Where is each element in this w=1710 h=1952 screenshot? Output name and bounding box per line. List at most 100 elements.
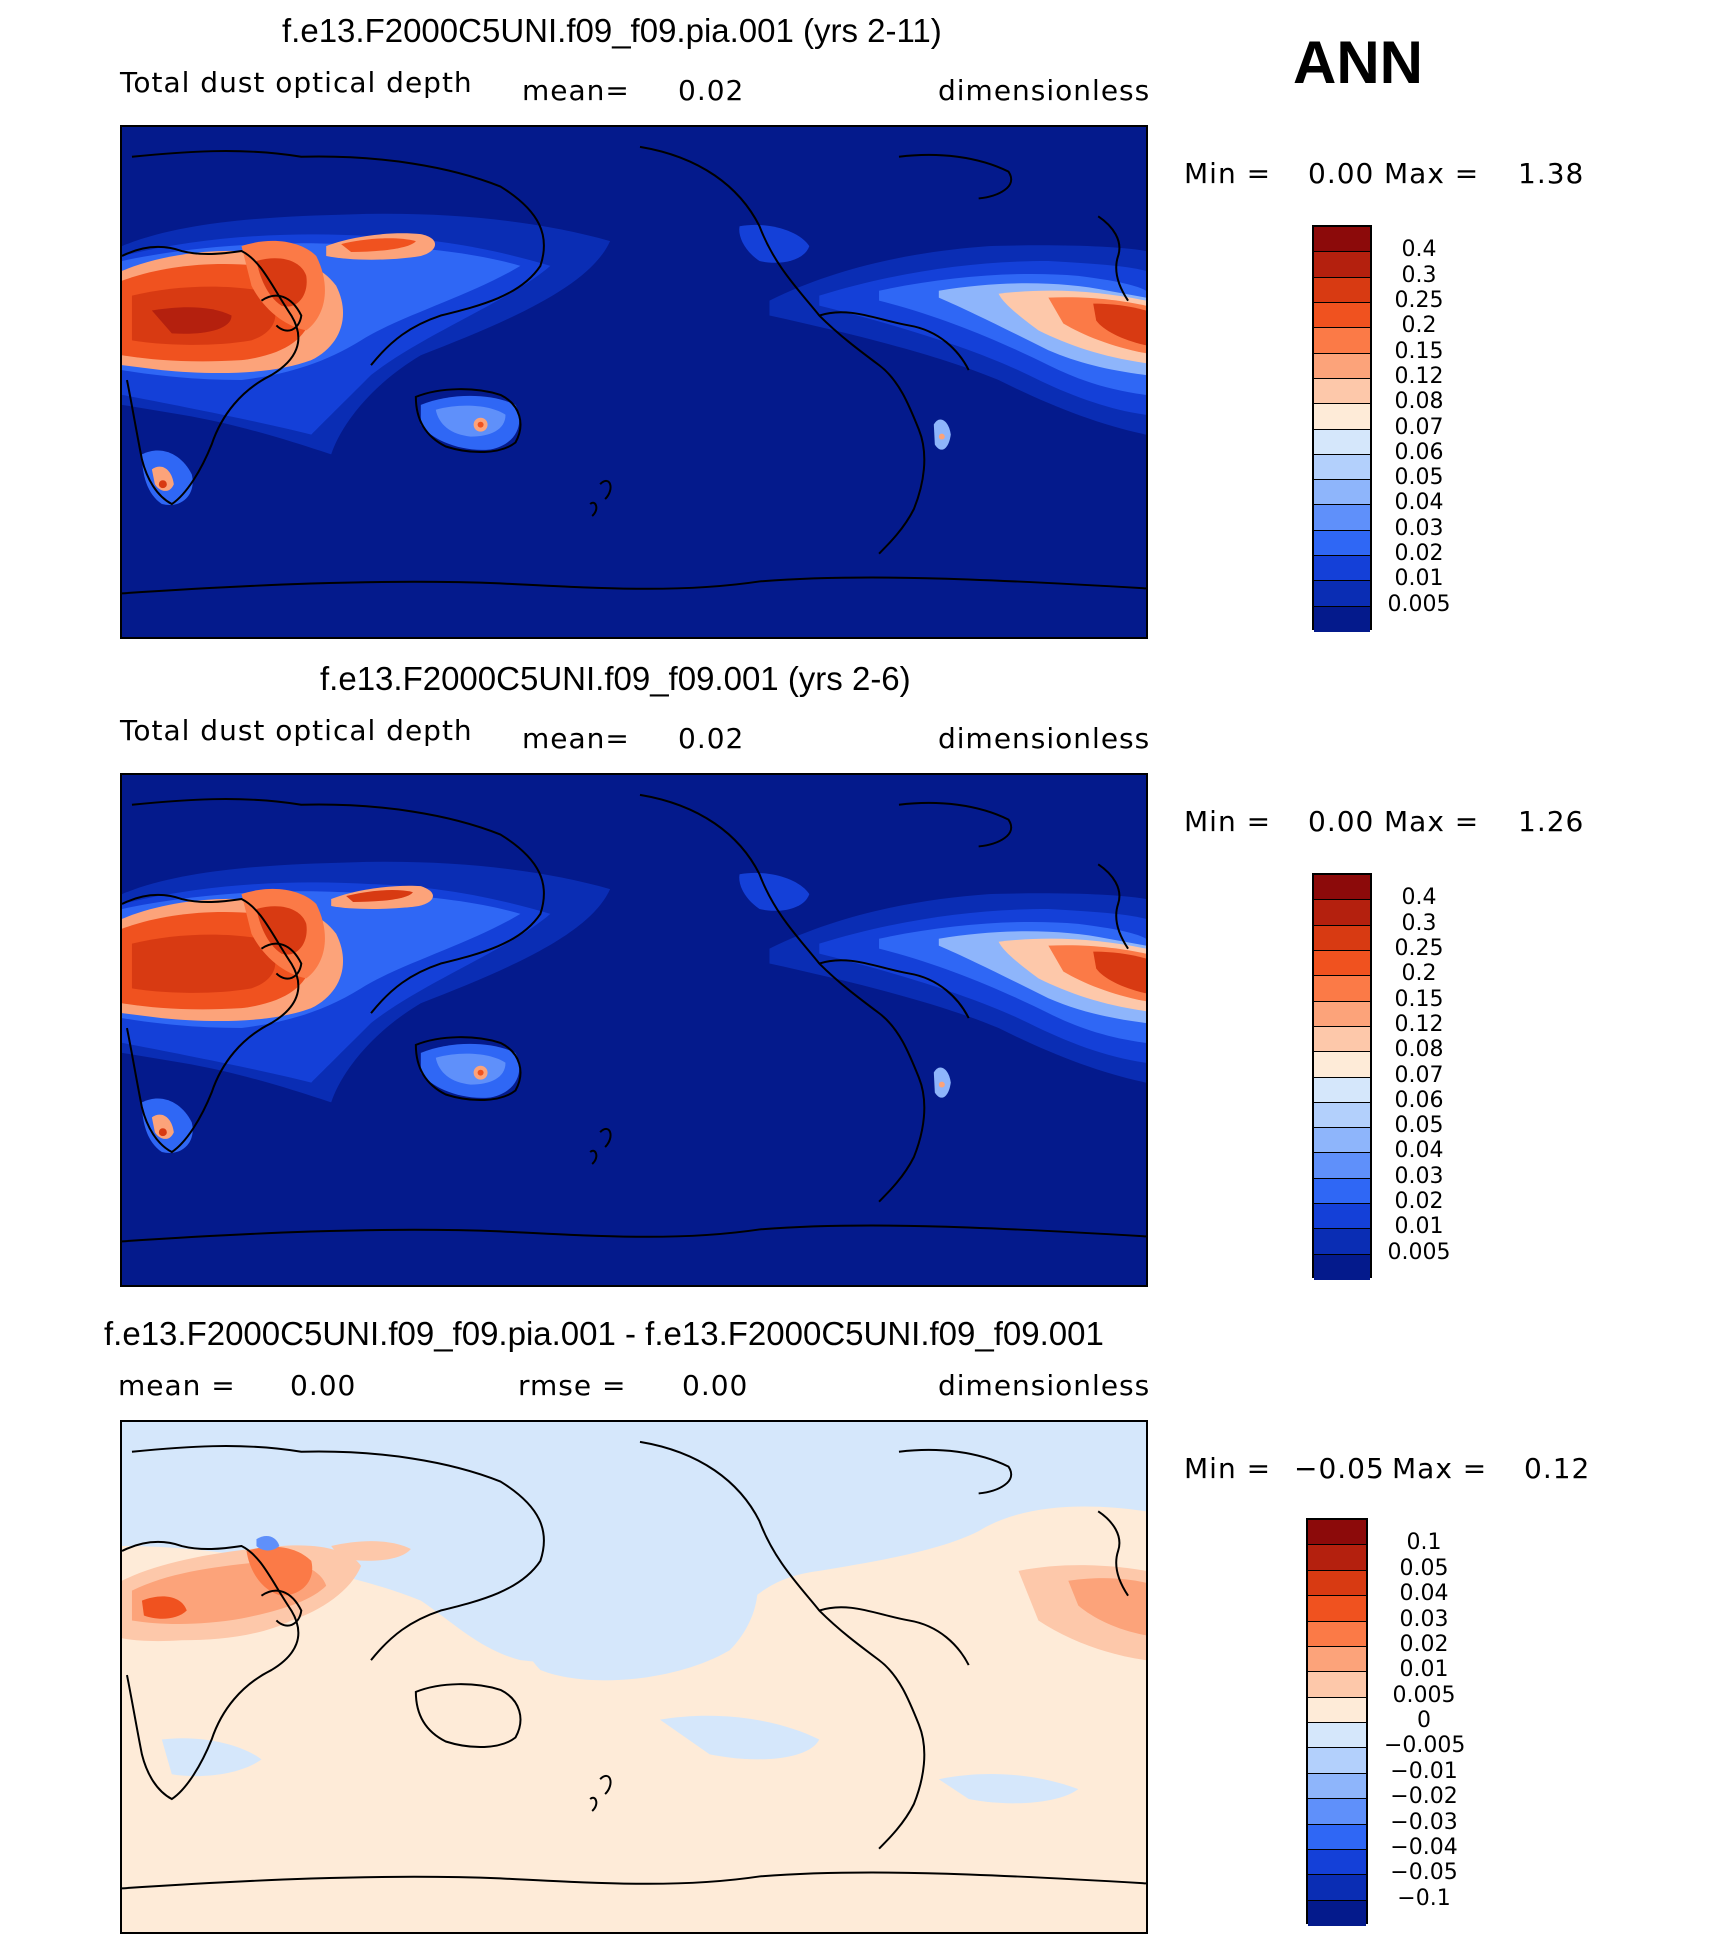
colorbar-tick-label: −0.04 [1390,1834,1458,1860]
panel3-colorbar [1306,1518,1368,1926]
panel2-max-label: Max = [1384,805,1480,838]
colorbar-tick-label: 0.01 [1394,566,1444,592]
colorbar-segment [1314,1102,1370,1129]
colorbar-tick-label: 0.03 [1394,1163,1444,1189]
colorbar-tick-label: 0 [1417,1708,1431,1733]
panel1-mean-label: mean= [522,74,630,107]
colorbar-tick-label: 0.02 [1399,1631,1449,1657]
colorbar-tick-label: −0.05 [1390,1860,1458,1886]
colorbar-tick-label: 0.4 [1401,885,1437,911]
colorbar-segment [1308,1799,1366,1825]
colorbar-segment [1308,1723,1366,1749]
colorbar-segment [1314,556,1370,582]
colorbar-segment [1314,429,1370,455]
colorbar-segment [1308,1621,1366,1647]
panel2-min-label: Min = [1184,805,1272,838]
colorbar-tick-label: 0.06 [1394,439,1444,465]
colorbar-tick-label: 0.005 [1392,1682,1456,1708]
panel3-min-label: Min = [1184,1452,1272,1485]
colorbar-tick-label: 0.005 [1387,591,1451,617]
colorbar-segment [1314,227,1370,253]
panel3-units: dimensionless [938,1369,1151,1402]
colorbar-tick-label: 0.2 [1401,961,1437,987]
colorbar-segment [1314,900,1370,926]
panel2-mean-label: mean= [522,722,630,755]
colorbar-segment [1314,454,1370,481]
colorbar-segment [1314,581,1370,607]
colorbar-tick-label: 0.05 [1394,1113,1444,1139]
colorbar-tick-label: 0.3 [1401,262,1437,288]
colorbar-tick-label: 0.04 [1394,490,1444,516]
colorbar-tick-label: 0.1 [1406,1530,1442,1556]
colorbar-segment [1314,1153,1370,1179]
colorbar-segment [1314,1178,1370,1205]
colorbar-segment [1314,1229,1370,1255]
panel3-mean-label: mean = [118,1369,236,1402]
colorbar-tick-label: 0.08 [1394,1037,1444,1063]
colorbar-tick-label: 0.03 [1394,515,1444,541]
colorbar-segment [1314,606,1370,632]
colorbar-tick-label: −0.02 [1390,1784,1458,1810]
colorbar-tick-label: −0.01 [1390,1758,1458,1784]
panel3-map [120,1420,1148,1934]
panel1-units: dimensionless [938,74,1151,107]
colorbar-segment [1308,1520,1366,1546]
colorbar-segment [1314,1001,1370,1027]
colorbar-tick-label: 0.15 [1394,338,1444,364]
colorbar-segment [1308,1849,1366,1876]
colorbar-segment [1314,378,1370,405]
colorbar-tick-label: 0.01 [1394,1214,1444,1240]
colorbar-tick-label: 0.02 [1394,541,1444,567]
colorbar-tick-label: 0.04 [1394,1138,1444,1164]
panel3-title: f.e13.F2000C5UNI.f09_f09.pia.001 - f.e13… [104,1315,1104,1352]
colorbar-tick-label: 0.01 [1399,1657,1449,1683]
colorbar-tick-label: 0.4 [1401,237,1437,263]
panel3-mean-value: 0.00 [290,1369,357,1402]
panel1-max-label: Max = [1384,157,1480,190]
colorbar-segment [1314,277,1370,303]
colorbar-segment [1314,875,1370,901]
colorbar-segment [1314,1128,1370,1154]
panel2-map [120,773,1148,1287]
colorbar-segment [1314,1254,1370,1280]
panel3-rmse-value: 0.00 [682,1369,749,1402]
colorbar-tick-label: 0.04 [1399,1581,1449,1607]
panel1-colorbar [1312,225,1372,632]
panel3-min-value: −0.05 [1294,1452,1385,1485]
colorbar-segment [1314,1204,1370,1230]
colorbar-tick-label: 0.25 [1394,287,1444,313]
panel1-min-label: Min = [1184,157,1272,190]
colorbar-segment [1314,505,1370,531]
panel1-min-value: 0.00 [1308,157,1375,190]
colorbar-tick-label: 0.3 [1401,910,1437,936]
colorbar-segment [1314,480,1370,506]
panel2-max-value: 1.26 [1518,805,1585,838]
colorbar-segment [1314,1052,1370,1078]
colorbar-tick-label: 0.08 [1394,389,1444,415]
colorbar-segment [1314,404,1370,430]
colorbar-segment [1314,328,1370,354]
colorbar-segment [1308,1824,1366,1850]
panel1-map [120,125,1148,639]
colorbar-segment [1308,1748,1366,1774]
colorbar-tick-label: 0.07 [1394,1062,1444,1088]
panel2-title: f.e13.F2000C5UNI.f09_f09.001 (yrs 2-6) [320,660,911,697]
colorbar-tick-label: 0.2 [1401,313,1437,339]
panel2-variable: Total dust optical depth [120,714,473,747]
panel1-mean-value: 0.02 [678,74,745,107]
colorbar-segment [1314,925,1370,951]
colorbar-tick-label: −0.1 [1397,1885,1451,1911]
colorbar-segment [1314,1077,1370,1103]
panel2-colorbar [1312,873,1372,1280]
colorbar-segment [1308,1596,1366,1622]
panel3-rmse-label: rmse = [518,1369,627,1402]
colorbar-tick-label: 0.15 [1394,986,1444,1012]
colorbar-segment [1308,1545,1366,1571]
colorbar-tick-label: −0.005 [1384,1733,1466,1759]
panel3-max-value: 0.12 [1524,1452,1591,1485]
colorbar-tick-label: −0.03 [1390,1809,1458,1835]
panel3-max-label: Max = [1392,1452,1488,1485]
colorbar-segment [1308,1672,1366,1698]
colorbar-tick-label: 0.03 [1399,1606,1449,1632]
colorbar-tick-label: 0.05 [1394,465,1444,491]
